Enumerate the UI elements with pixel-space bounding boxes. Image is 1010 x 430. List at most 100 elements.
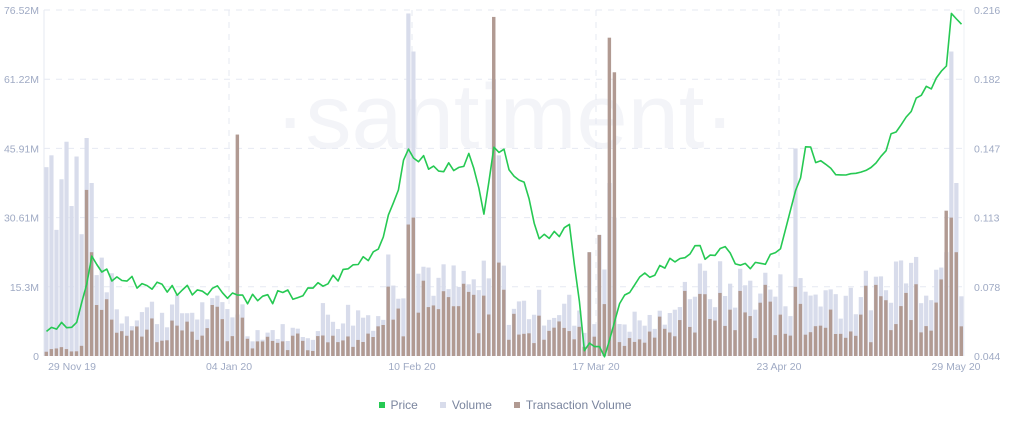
transaction-volume-bar[interactable] bbox=[698, 293, 702, 356]
transaction-volume-bar[interactable] bbox=[285, 350, 290, 356]
transaction-volume-bar[interactable] bbox=[647, 331, 652, 356]
transaction-volume-bar[interactable] bbox=[255, 341, 260, 356]
volume-bar[interactable] bbox=[59, 179, 64, 356]
transaction-volume-bar[interactable] bbox=[210, 305, 214, 356]
transaction-volume-bar[interactable] bbox=[904, 292, 908, 356]
volume-bar[interactable] bbox=[305, 338, 310, 356]
volume-bar[interactable] bbox=[773, 296, 778, 356]
transaction-volume-bar[interactable] bbox=[652, 337, 657, 356]
transaction-volume-bar[interactable] bbox=[507, 339, 511, 356]
transaction-volume-bar[interactable] bbox=[225, 341, 230, 356]
transaction-volume-bar[interactable] bbox=[416, 312, 421, 356]
transaction-volume-bar[interactable] bbox=[788, 335, 793, 356]
transaction-volume-bar[interactable] bbox=[406, 224, 410, 356]
transaction-volume-bar[interactable] bbox=[657, 316, 662, 356]
transaction-volume-bar[interactable] bbox=[532, 343, 536, 356]
volume-bar[interactable] bbox=[813, 294, 818, 356]
transaction-volume-bar[interactable] bbox=[89, 252, 94, 356]
transaction-volume-bar[interactable] bbox=[361, 342, 365, 356]
transaction-volume-bar[interactable] bbox=[150, 318, 154, 356]
transaction-volume-bar[interactable] bbox=[125, 335, 129, 356]
transaction-volume-bar[interactable] bbox=[140, 336, 144, 356]
transaction-volume-bar[interactable] bbox=[562, 327, 566, 356]
volume-bar[interactable] bbox=[175, 294, 180, 356]
volume-bar[interactable] bbox=[959, 296, 964, 356]
transaction-volume-bar[interactable] bbox=[637, 339, 642, 356]
transaction-volume-bar[interactable] bbox=[145, 329, 149, 356]
transaction-volume-bar[interactable] bbox=[808, 332, 813, 356]
volume-bar[interactable] bbox=[642, 325, 647, 356]
transaction-volume-bar[interactable] bbox=[728, 309, 732, 356]
volume-bar[interactable] bbox=[280, 324, 285, 356]
transaction-volume-bar[interactable] bbox=[959, 326, 963, 356]
transaction-volume-bar[interactable] bbox=[265, 336, 270, 356]
volume-bar[interactable] bbox=[54, 229, 59, 356]
volume-bar[interactable] bbox=[808, 295, 813, 356]
transaction-volume-bar[interactable] bbox=[321, 335, 325, 356]
transaction-volume-bar[interactable] bbox=[44, 351, 49, 356]
volume-bar[interactable] bbox=[114, 309, 119, 356]
transaction-volume-bar[interactable] bbox=[723, 325, 727, 356]
transaction-volume-bar[interactable] bbox=[919, 332, 923, 356]
legend-item-transaction-volume[interactable]: Transaction Volume bbox=[513, 398, 631, 412]
transaction-volume-bar[interactable] bbox=[155, 342, 159, 356]
volume-bar[interactable] bbox=[64, 141, 69, 356]
transaction-volume-bar[interactable] bbox=[290, 335, 295, 356]
transaction-volume-bar[interactable] bbox=[295, 333, 300, 356]
transaction-volume-bar[interactable] bbox=[270, 340, 275, 356]
transaction-volume-bar[interactable] bbox=[924, 326, 928, 356]
transaction-volume-bar[interactable] bbox=[466, 291, 471, 356]
transaction-volume-bar[interactable] bbox=[693, 332, 697, 356]
transaction-volume-bar[interactable] bbox=[94, 305, 99, 356]
transaction-volume-bar[interactable] bbox=[828, 309, 833, 356]
transaction-volume-bar[interactable] bbox=[195, 339, 199, 356]
volume-bar[interactable] bbox=[476, 290, 481, 356]
transaction-volume-bar[interactable] bbox=[306, 350, 310, 356]
transaction-volume-bar[interactable] bbox=[753, 338, 757, 356]
transaction-volume-bar[interactable] bbox=[300, 340, 305, 356]
transaction-volume-bar[interactable] bbox=[74, 351, 79, 356]
transaction-volume-bar[interactable] bbox=[778, 314, 783, 356]
transaction-volume-bar[interactable] bbox=[678, 320, 682, 356]
transaction-volume-bar[interactable] bbox=[683, 290, 687, 356]
volume-bar[interactable] bbox=[672, 309, 677, 356]
legend-item-price[interactable]: Price bbox=[378, 398, 418, 412]
transaction-volume-bar[interactable] bbox=[386, 286, 390, 356]
transaction-volume-bar[interactable] bbox=[230, 336, 235, 356]
transaction-volume-bar[interactable] bbox=[170, 320, 174, 356]
transaction-volume-bar[interactable] bbox=[703, 294, 707, 356]
transaction-volume-bar[interactable] bbox=[326, 342, 330, 356]
transaction-volume-bar[interactable] bbox=[577, 326, 581, 356]
volume-bar[interactable] bbox=[99, 257, 104, 356]
transaction-volume-bar[interactable] bbox=[49, 349, 54, 356]
transaction-volume-bar[interactable] bbox=[190, 331, 194, 356]
volume-bar[interactable] bbox=[159, 312, 165, 356]
transaction-volume-bar[interactable] bbox=[813, 326, 818, 356]
volume-bar[interactable] bbox=[411, 51, 416, 357]
transaction-volume-bar[interactable] bbox=[517, 334, 521, 356]
transaction-volume-bar[interactable] bbox=[864, 285, 868, 356]
volume-bar[interactable] bbox=[567, 294, 572, 356]
volume-bar[interactable] bbox=[531, 314, 537, 356]
transaction-volume-bar[interactable] bbox=[537, 315, 541, 356]
transaction-volume-bar[interactable] bbox=[54, 348, 59, 356]
transaction-volume-bar[interactable] bbox=[848, 331, 853, 356]
transaction-volume-bar[interactable] bbox=[215, 306, 219, 356]
transaction-volume-bar[interactable] bbox=[431, 305, 436, 356]
volume-bar[interactable] bbox=[496, 155, 501, 356]
transaction-volume-bar[interactable] bbox=[396, 308, 400, 356]
transaction-volume-bar[interactable] bbox=[114, 332, 119, 356]
volume-bar[interactable] bbox=[853, 314, 858, 356]
transaction-volume-bar[interactable] bbox=[99, 309, 104, 356]
transaction-volume-bar[interactable] bbox=[602, 304, 607, 356]
transaction-volume-bar[interactable] bbox=[109, 319, 114, 356]
transaction-volume-bar[interactable] bbox=[391, 319, 395, 356]
transaction-volume-bar[interactable] bbox=[748, 316, 752, 356]
volume-bar[interactable] bbox=[200, 302, 205, 356]
transaction-volume-bar[interactable] bbox=[492, 16, 496, 356]
transaction-volume-bar[interactable] bbox=[572, 339, 576, 356]
transaction-volume-bar[interactable] bbox=[376, 326, 380, 356]
transaction-volume-bar[interactable] bbox=[411, 217, 416, 356]
transaction-volume-bar[interactable] bbox=[783, 333, 788, 356]
transaction-volume-bar[interactable] bbox=[798, 303, 803, 356]
